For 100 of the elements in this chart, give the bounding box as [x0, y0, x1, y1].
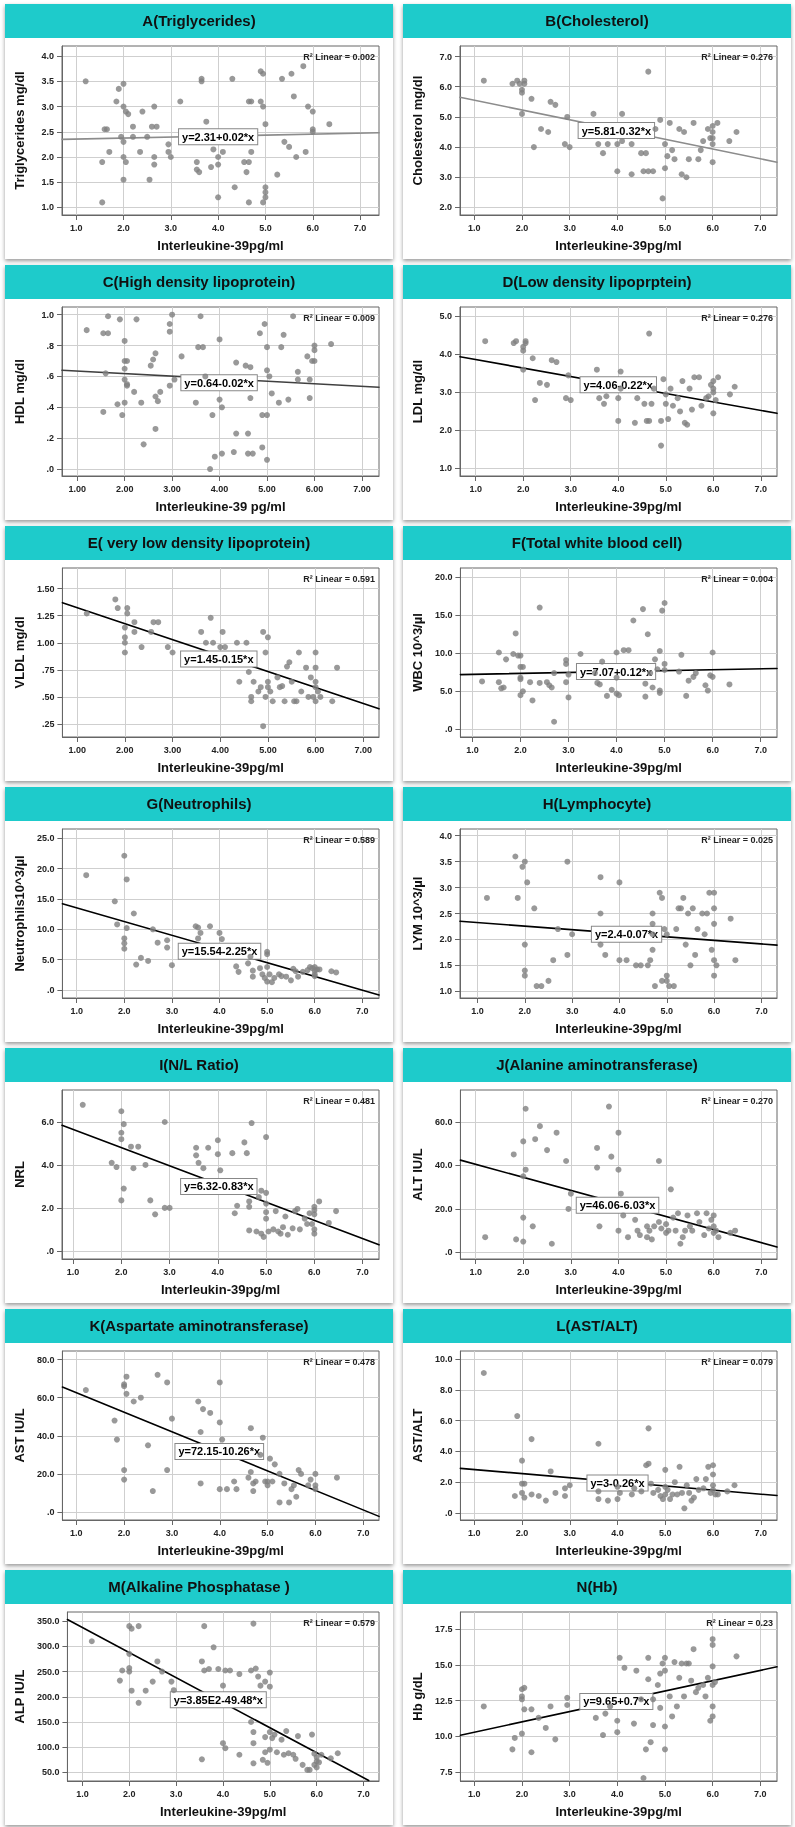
- x-tick-label: 5.00: [259, 744, 277, 755]
- y-tick-label: 5.0: [439, 311, 452, 322]
- y-tick-label: 200.0: [36, 1691, 60, 1702]
- y-tick-label: 25.0: [36, 833, 55, 844]
- y-tick-label: .50: [41, 691, 55, 702]
- annotation: R² Linear = 0.079: [701, 1356, 774, 1367]
- annotation: R² Linear = 0.276: [701, 312, 774, 323]
- y-tick-label: .0: [46, 464, 54, 475]
- x-tick-label: 3.0: [165, 1005, 179, 1016]
- chart-title: B(Cholesterol): [403, 4, 791, 38]
- x-tick-label: 6.0: [706, 1788, 719, 1799]
- annotation: y=7.07+0.12*x: [579, 665, 654, 678]
- x-tick-label: 1.0: [466, 744, 479, 755]
- y-tick-label: .75: [41, 664, 55, 675]
- x-tick-label: 7.0: [755, 1005, 768, 1016]
- y-tick-label: 1.0: [439, 986, 452, 997]
- y-tick-label: 10.0: [434, 648, 453, 659]
- annotation: R² Linear = 0.579: [303, 1617, 376, 1628]
- y-tick-label: 15.0: [434, 610, 453, 621]
- x-tick-label: 3.0: [163, 1266, 176, 1277]
- x-tick-label: 7.00: [353, 483, 371, 494]
- y-tick-label: .6: [46, 371, 54, 382]
- y-tick-label: 20.0: [36, 1468, 55, 1479]
- x-tick-label: 7.0: [754, 1788, 767, 1799]
- x-tick-label: 5.0: [660, 1005, 674, 1016]
- y-tick-label: 6.0: [439, 1415, 453, 1426]
- x-tick-label: 3.0: [563, 222, 576, 233]
- y-tick-label: 4.0: [439, 830, 452, 841]
- y-tick-label: 1.0: [41, 309, 54, 320]
- x-axis-title: Interleukine-39pg/ml: [555, 1021, 682, 1036]
- x-tick-label: 4.0: [611, 1527, 624, 1538]
- y-tick-label: 3.0: [439, 172, 452, 183]
- x-tick-label: 3.0: [565, 1005, 579, 1016]
- x-tick-label: 5.00: [258, 483, 276, 494]
- x-tick-label: 3.0: [564, 483, 577, 494]
- y-axis-title: Cholesterol mg/dl: [410, 75, 425, 186]
- y-axis-title: ALT IU/L: [410, 1148, 425, 1201]
- y-tick-label: .0: [444, 1507, 453, 1518]
- y-axis-title: LDL mg/dl: [410, 359, 425, 424]
- y-tick-label: 2.0: [439, 1477, 453, 1488]
- y-tick-label: 1.5: [41, 177, 54, 188]
- y-tick-label: 15.0: [434, 1659, 453, 1670]
- y-axis-title: NRL: [12, 1161, 27, 1188]
- x-tick-label: 7.0: [754, 744, 767, 755]
- annotation: R² Linear = 0.009: [303, 312, 376, 323]
- x-tick-label: 1.0: [76, 1788, 89, 1799]
- x-tick-label: 5.0: [259, 1266, 273, 1277]
- annotation: y=5.81-0.32*x: [581, 124, 652, 137]
- x-tick-label: 2.0: [514, 744, 527, 755]
- y-tick-label: 1.5: [439, 960, 452, 971]
- x-tick-label: 1.0: [471, 1005, 484, 1016]
- x-tick-label: 6.0: [706, 744, 719, 755]
- x-tick-label: 5.0: [658, 1788, 672, 1799]
- x-tick-label: 3.0: [563, 1527, 577, 1538]
- y-tick-label: 4.0: [439, 349, 452, 360]
- x-tick-label: 4.00: [211, 744, 229, 755]
- y-tick-label: 100.0: [36, 1742, 60, 1753]
- x-tick-label: 2.0: [115, 1266, 128, 1277]
- y-axis-title: AST/ALT: [410, 1408, 425, 1463]
- y-tick-label: 1.50: [36, 583, 55, 594]
- chart-title: E( very low density lipoprotein): [5, 526, 393, 560]
- x-tick-label: 5.0: [260, 1005, 274, 1016]
- annotation: R² Linear = 0.23: [706, 1617, 773, 1628]
- x-tick-label: 3.0: [169, 1788, 183, 1799]
- y-tick-label: .0: [46, 985, 55, 996]
- x-tick-label: 4.0: [612, 483, 625, 494]
- x-tick-label: 6.0: [706, 1527, 720, 1538]
- x-tick-label: 2.0: [515, 1527, 529, 1538]
- x-axis-title: Interleukine-39pg/ml: [555, 499, 682, 514]
- y-tick-label: 8.0: [439, 1384, 453, 1395]
- annotation: R² Linear = 0.004: [701, 573, 774, 584]
- x-tick-label: 4.0: [611, 1788, 624, 1799]
- y-tick-label: 40.0: [36, 1430, 55, 1441]
- x-tick-label: 1.0: [468, 1527, 481, 1538]
- x-tick-label: 1.0: [66, 1266, 80, 1277]
- x-tick-label: 6.0: [707, 1005, 721, 1016]
- y-tick-label: 10.0: [36, 924, 55, 935]
- x-tick-label: 2.0: [515, 1788, 529, 1799]
- y-axis-title: AST IU/L: [12, 1408, 27, 1463]
- y-tick-label: 60.0: [434, 1116, 453, 1127]
- annotation: R² Linear = 0.002: [303, 51, 376, 62]
- y-tick-label: 2.0: [41, 151, 54, 162]
- x-tick-label: 4.0: [613, 1005, 626, 1016]
- x-tick-label: 5.0: [259, 222, 272, 233]
- x-tick-label: 6.0: [310, 1788, 323, 1799]
- x-tick-label: 2.0: [516, 483, 530, 494]
- y-tick-label: .4: [46, 402, 54, 413]
- y-tick-label: 20.0: [434, 1203, 453, 1214]
- y-tick-label: 10.0: [434, 1731, 453, 1742]
- x-tick-label: 2.0: [123, 1788, 136, 1799]
- x-tick-label: 4.0: [211, 1266, 225, 1277]
- y-tick-label: .2: [46, 433, 54, 444]
- x-tick-label: 7.0: [754, 483, 768, 494]
- annotation: y=2.4-0.07*x: [594, 928, 660, 941]
- annotation: y=15.54-2.25*x: [181, 945, 259, 958]
- y-axis-title: Neutrophils10^3/µl: [12, 855, 27, 972]
- x-tick-label: 6.0: [308, 1266, 321, 1277]
- x-tick-label: 4.0: [216, 1788, 230, 1799]
- x-tick-label: 7.0: [356, 1527, 370, 1538]
- annotation: R² Linear = 0.481: [303, 1095, 376, 1106]
